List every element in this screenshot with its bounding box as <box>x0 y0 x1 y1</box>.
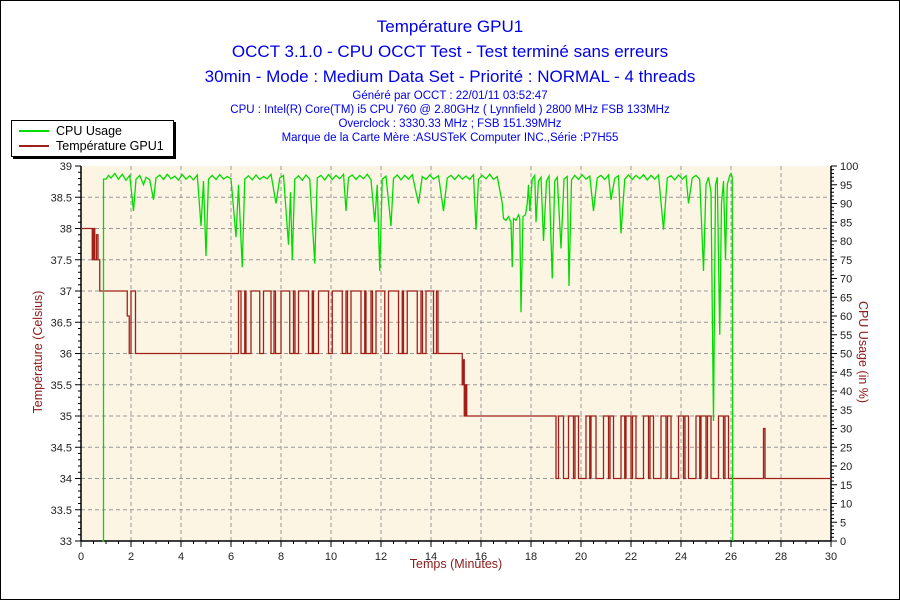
y-right-tick-label: 90 <box>840 199 852 211</box>
y-right-tick-label: 45 <box>840 367 852 379</box>
y-left-tick-label: 33 <box>60 536 72 548</box>
y-right-tick-label: 80 <box>840 236 852 248</box>
x-tick-label: 10 <box>325 551 337 563</box>
y-left-tick-label: 38 <box>60 224 72 236</box>
y-right-tick-label: 55 <box>840 330 852 342</box>
y-right-tick-label: 35 <box>840 405 852 417</box>
y-left-tick-label: 35 <box>60 411 72 423</box>
x-tick-label: 4 <box>178 551 184 563</box>
x-tick-label: 20 <box>575 551 587 563</box>
x-tick-label: 28 <box>775 551 787 563</box>
legend: CPU Usage Température GPU1 <box>11 120 174 157</box>
y-right-tick-label: 5 <box>840 517 846 529</box>
y-right-tick-label: 85 <box>840 217 852 229</box>
legend-label-cpu-usage: CPU Usage <box>56 123 122 138</box>
y-right-tick-label: 95 <box>840 180 852 192</box>
x-tick-label: 8 <box>278 551 284 563</box>
x-tick-label: 30 <box>825 551 837 563</box>
test-config-line: 30min - Mode : Medium Data Set - Priorit… <box>204 67 696 86</box>
y-right-tick-label: 25 <box>840 442 852 454</box>
x-tick-label: 2 <box>128 551 134 563</box>
motherboard-line: Marque de la Carte Mère :ASUSTeK Compute… <box>281 132 619 144</box>
x-tick-label: 12 <box>375 551 387 563</box>
legend-label-temperature: Température GPU1 <box>56 138 164 153</box>
x-tick-label: 26 <box>725 551 737 563</box>
x-tick-label: 18 <box>525 551 537 563</box>
test-result-line: OCCT 3.1.0 - CPU OCCT Test - Test termin… <box>231 42 669 61</box>
legend-item-temperature: Température GPU1 <box>19 138 164 153</box>
y-right-tick-label: 30 <box>840 424 852 436</box>
x-tick-label: 0 <box>78 551 84 563</box>
temperature-line-swatch <box>19 144 49 147</box>
x-tick-label: 22 <box>625 551 637 563</box>
y-left-tick-label: 37.5 <box>51 255 72 267</box>
y-left-tick-label: 39 <box>60 161 72 173</box>
y-right-tick-label: 50 <box>840 349 852 361</box>
y-right-tick-label: 15 <box>840 480 852 492</box>
overclock-line: Overclock : 3330.33 MHz ; FSB 151.39MHz <box>338 118 562 130</box>
y-right-tick-label: 70 <box>840 274 852 286</box>
x-tick-label: 24 <box>675 551 687 563</box>
legend-item-cpu-usage: CPU Usage <box>19 123 164 138</box>
y-left-tick-label: 38.5 <box>51 192 72 204</box>
y-left-tick-label: 35.5 <box>51 380 72 392</box>
y-right-tick-label: 20 <box>840 461 852 473</box>
cpu-usage-line <box>102 172 734 542</box>
y-left-tick-label: 34 <box>60 474 72 486</box>
x-axis-title: Temps (Minutes) <box>409 557 503 571</box>
y-right-tick-label: 40 <box>840 386 852 398</box>
y-left-tick-label: 36 <box>60 349 72 361</box>
x-tick-label: 14 <box>425 551 437 563</box>
y-right-tick-label: 0 <box>840 536 846 548</box>
y-right-tick-label: 100 <box>840 161 858 173</box>
generated-line: Généré par OCCT : 22/01/11 03:52:47 <box>352 90 548 102</box>
x-tick-label: 16 <box>475 551 487 563</box>
y-right-tick-label: 60 <box>840 311 852 323</box>
y-right-tick-label: 10 <box>840 499 852 511</box>
cpu-usage-line-swatch <box>19 129 49 132</box>
y-left-tick-label: 37 <box>60 286 72 298</box>
y-right-tick-label: 75 <box>840 255 852 267</box>
y-left-tick-label: 34.5 <box>51 442 72 454</box>
y-right-tick-label: 65 <box>840 292 852 304</box>
y-left-tick-label: 36.5 <box>51 317 72 329</box>
chart-header: Température GPU1 OCCT 3.1.0 - CPU OCCT T… <box>1 14 899 145</box>
temperature-gpu1-line <box>81 227 831 480</box>
cpu-info-line: CPU : Intel(R) Core(TM) i5 CPU 760 @ 2.8… <box>230 104 670 116</box>
y-left-tick-label: 33.5 <box>51 505 72 517</box>
page-title: Température GPU1 <box>376 17 524 36</box>
x-tick-label: 6 <box>228 551 234 563</box>
